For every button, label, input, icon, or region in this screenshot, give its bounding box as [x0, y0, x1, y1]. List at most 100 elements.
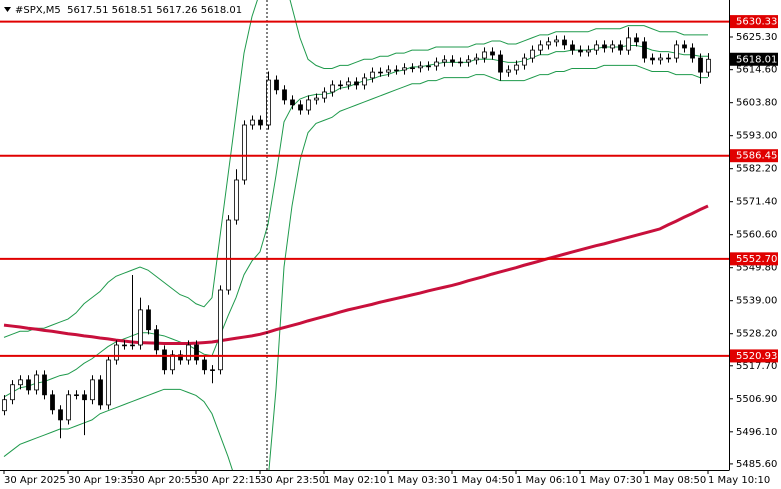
y-tick-label: 5593.00: [736, 131, 777, 142]
level-label: 5586.45: [736, 151, 777, 162]
candle-body: [34, 374, 39, 391]
x-tick-label: 1 May 03:30: [388, 475, 450, 486]
x-tick-label: 1 May 06:10: [516, 475, 578, 486]
candle-body: [170, 354, 175, 371]
candle-body: [450, 59, 455, 63]
candle-body: [218, 289, 223, 371]
candle-body: [26, 379, 31, 391]
x-tick-label: 1 May 04:50: [452, 475, 514, 486]
candle-body: [234, 179, 239, 221]
x-tick-label: 30 Apr 22:15: [196, 475, 261, 486]
candle-body: [698, 57, 703, 73]
y-tick-label: 5517.70: [736, 361, 777, 372]
candle-body: [146, 309, 151, 331]
x-tick-label: 30 Apr 2025: [4, 475, 66, 486]
candle-body: [306, 99, 311, 111]
candle-body: [258, 119, 263, 126]
level-label-box: [730, 252, 778, 266]
candle-body: [586, 49, 591, 53]
candle-body: [458, 61, 463, 64]
candle-body: [274, 79, 279, 91]
indicator-line: [3, 0, 708, 338]
y-tick-label: 5582.20: [736, 164, 777, 175]
candle-body: [298, 104, 303, 111]
x-tick-label: 30 Apr 19:35: [68, 475, 133, 486]
candle-body: [706, 58, 711, 73]
y-tick-label: 5528.20: [736, 329, 777, 340]
candle-body: [626, 37, 631, 51]
candle-body: [58, 409, 63, 421]
candle-body: [434, 61, 439, 67]
candle-body: [362, 77, 367, 86]
level-label-box: [730, 349, 778, 363]
candle-body: [162, 349, 167, 371]
y-tick-label: 5539.00: [736, 296, 777, 307]
candle-body: [506, 69, 511, 73]
candle-body: [226, 219, 231, 291]
candle-body: [42, 374, 47, 396]
candle-body: [338, 84, 343, 87]
candle-body: [514, 64, 519, 71]
candle-body: [370, 71, 375, 79]
last-price-label: 5618.01: [736, 54, 777, 65]
candle-body: [634, 37, 639, 43]
candle-body: [378, 71, 383, 74]
candle-body: [498, 54, 503, 73]
candle-body: [602, 44, 607, 49]
candle-body: [330, 84, 335, 93]
candle-body: [194, 344, 199, 361]
candle-body: [690, 47, 695, 59]
x-tick-label: 1 May 10:10: [708, 475, 770, 486]
menu-icon: [4, 7, 11, 12]
candle-body: [570, 44, 575, 51]
y-tick-label: 5614.60: [736, 65, 777, 76]
candle-body: [10, 384, 15, 401]
x-tick-label: 30 Apr 20:55: [132, 475, 197, 486]
candle-body: [82, 394, 87, 401]
candle-body: [202, 359, 207, 371]
candle-body: [242, 124, 247, 181]
candle-body: [642, 41, 647, 59]
level-label: 5552.70: [736, 254, 777, 265]
candle-body: [482, 51, 487, 59]
candle-body: [130, 344, 135, 347]
candle-body: [466, 59, 471, 63]
candle-body: [18, 379, 23, 386]
candle-body: [154, 329, 159, 351]
x-tick-label: 1 May 02:10: [324, 475, 386, 486]
plot-area: [2, 0, 711, 470]
candle-body: [186, 344, 191, 361]
level-label-box: [730, 15, 778, 29]
level-label: 5520.93: [736, 351, 777, 362]
candle-body: [650, 57, 655, 61]
candle-body: [90, 379, 95, 401]
chart-title: #SPX,M5 5617.51 5618.51 5617.26 5618.01: [15, 5, 242, 16]
y-tick-label: 5571.40: [736, 197, 777, 208]
candle-body: [474, 57, 479, 61]
candle-body: [674, 44, 679, 59]
candle-body: [530, 49, 535, 59]
candle-body: [394, 69, 399, 72]
candle-body: [402, 67, 407, 71]
candle-body: [66, 394, 71, 421]
candle-body: [618, 44, 623, 51]
candle-body: [138, 309, 143, 346]
x-tick-label: 30 Apr 23:50: [260, 475, 325, 486]
candle-body: [522, 57, 527, 66]
candle-body: [122, 344, 127, 347]
candle-body: [210, 369, 215, 371]
last-price-box: [730, 52, 778, 66]
candle-body: [2, 399, 7, 412]
indicator-line: [3, 204, 709, 345]
candle-body: [666, 57, 671, 60]
candle-body: [386, 69, 391, 73]
y-tick-label: 5506.90: [736, 394, 777, 405]
candle-body: [290, 99, 295, 106]
y-tick-label: 5560.60: [736, 230, 777, 241]
candle-body: [442, 59, 447, 63]
y-tick-label: 5485.60: [736, 459, 777, 470]
x-tick-label: 1 May 08:50: [644, 475, 706, 486]
